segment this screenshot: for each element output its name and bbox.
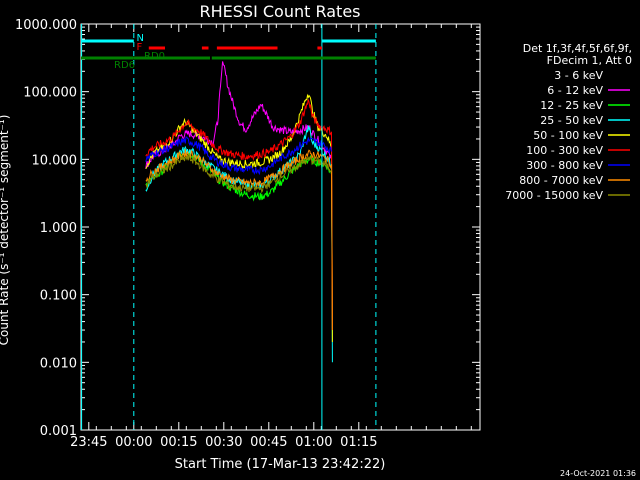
generated-timestamp: 24-Oct-2021 01:36: [560, 469, 636, 478]
legend-entry-label: 25 - 50 keV: [540, 114, 603, 127]
legend-entry-label: 6 - 12 keV: [547, 84, 603, 97]
legend-entry-label: 50 - 100 keV: [533, 129, 603, 142]
legend-entry-label: 800 - 7000 keV: [519, 174, 603, 187]
y-tick-label: 1.000: [40, 221, 77, 236]
y-tick-label: 100.000: [23, 86, 77, 101]
x-tick-label: 23:45: [70, 435, 107, 450]
series-line-7: [145, 149, 333, 331]
series-line-6: [145, 136, 332, 176]
legend-header-line: Det 1f,3f,4f,5f,6f,9f,: [523, 42, 632, 55]
flag-rd0-label: RD0: [144, 51, 165, 62]
y-tick-label: 0.010: [40, 356, 77, 371]
flag-rd6-label: RD6: [114, 60, 135, 71]
x-tick-label: 01:00: [295, 435, 332, 450]
x-axis-label: Start Time (17-Mar-13 23:42:22): [175, 457, 386, 472]
legend-entry-label: 300 - 800 keV: [526, 159, 603, 172]
x-tick-label: 00:45: [250, 435, 287, 450]
x-tick-label: 00:30: [205, 435, 242, 450]
y-tick-label: 1000.000: [15, 18, 77, 33]
series-line-4: [145, 93, 333, 343]
legend-entry-label: 100 - 300 keV: [526, 144, 603, 157]
axis-ticks: 0.001 0.010 0.100 1.000 10.000 100.000 1000.00…: [15, 18, 480, 450]
x-tick-label: 00:15: [160, 435, 197, 450]
legend-entry-label: 12 - 25 keV: [540, 99, 603, 112]
y-axis-label: Count Rate (s⁻¹ detector⁻¹ segment⁻¹): [0, 115, 11, 346]
flag-f-label: F: [137, 42, 143, 53]
plot-border: [80, 23, 481, 431]
series-lines: [145, 61, 333, 363]
x-tick-label: 00:00: [115, 435, 152, 450]
legend-entry-label: 7000 - 15000 keV: [505, 189, 603, 202]
x-tick-label: 01:15: [340, 435, 377, 450]
y-tick-label: 0.001: [40, 424, 77, 439]
legend: Det 1f,3f,4f,5f,6f,9f,FDecim 1, Att 0 3 -…: [505, 42, 632, 202]
chart-title: RHESSI Count Rates: [200, 2, 361, 21]
y-tick-label: 10.000: [32, 153, 78, 168]
series-line-5: [145, 99, 333, 331]
vertical-markers: [81, 24, 377, 430]
y-tick-label: 0.100: [40, 289, 77, 304]
flag-n-label: N: [137, 33, 144, 44]
legend-header-line: FDecim 1, Att 0: [547, 54, 632, 67]
series-line-0: [145, 65, 332, 207]
plot-area: [80, 23, 481, 431]
series-line-8: [145, 152, 332, 194]
legend-entry-label: 3 - 6 keV: [554, 69, 603, 82]
